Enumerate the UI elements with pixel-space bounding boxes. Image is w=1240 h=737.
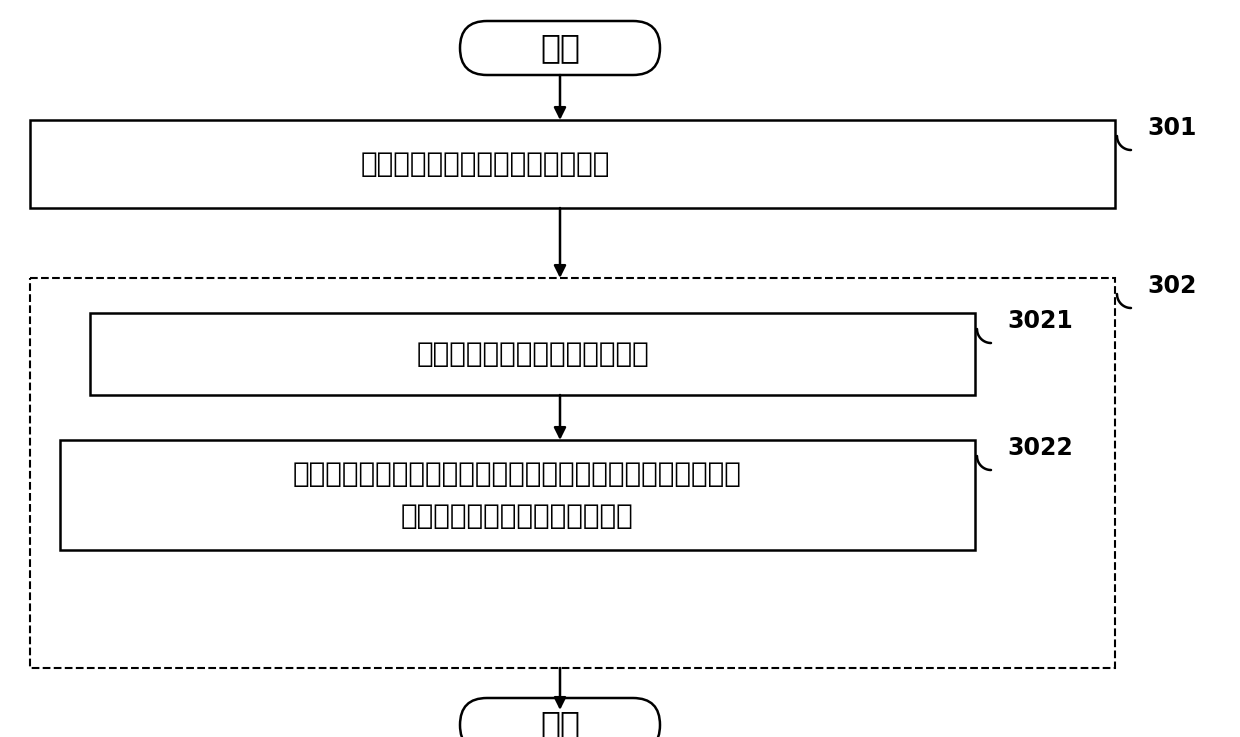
Text: 结束: 结束 bbox=[539, 708, 580, 737]
Bar bbox=[30, 278, 1115, 668]
Bar bbox=[91, 313, 975, 395]
Bar bbox=[30, 120, 1115, 208]
FancyBboxPatch shape bbox=[460, 698, 660, 737]
Text: 实时获取终端的屏幕朝向的角度値: 实时获取终端的屏幕朝向的角度値 bbox=[361, 150, 610, 178]
Text: 302: 302 bbox=[1147, 274, 1197, 298]
FancyBboxPatch shape bbox=[460, 21, 660, 75]
Text: 开始: 开始 bbox=[539, 32, 580, 65]
Text: 301: 301 bbox=[1147, 116, 1197, 140]
Text: 识别角度値所属的预设角度范围: 识别角度値所属的预设角度范围 bbox=[417, 340, 649, 368]
Text: 3021: 3021 bbox=[1007, 309, 1073, 333]
Bar bbox=[60, 440, 975, 550]
Text: 根据预设角度范围和各扬声器的角度与音效关系，获取各扬声
器在预设角度范围下对应的音效: 根据预设角度范围和各扬声器的角度与音效关系，获取各扬声 器在预设角度范围下对应的… bbox=[293, 461, 742, 530]
Text: 3022: 3022 bbox=[1007, 436, 1073, 460]
